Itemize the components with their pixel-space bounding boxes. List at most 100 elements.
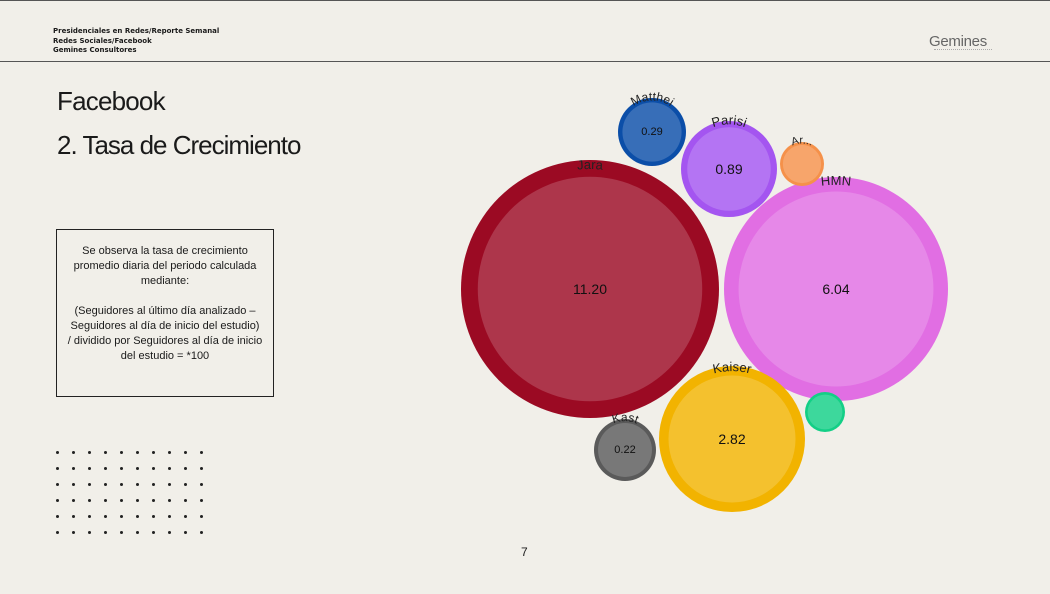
decorative-dot <box>152 483 155 486</box>
decorative-dot <box>120 483 123 486</box>
decorative-dot <box>104 531 107 534</box>
top-rule <box>0 0 1050 1</box>
decorative-dot <box>168 451 171 454</box>
decorative-dot <box>152 467 155 470</box>
note-divisor: / dividido por Seguidores al día de inic… <box>67 335 263 362</box>
decorative-dot <box>200 499 203 502</box>
decorative-dot <box>72 499 75 502</box>
page-title: Facebook <box>57 86 166 116</box>
bubble-inner-disc <box>598 423 652 477</box>
gemines-logo: Gemines <box>929 33 987 50</box>
decorative-dot <box>120 467 123 470</box>
bubble-inner-disc <box>687 127 771 211</box>
decorative-dot <box>136 467 139 470</box>
decorative-dot <box>168 499 171 502</box>
decorative-dot <box>56 451 59 454</box>
decorative-dot <box>184 483 187 486</box>
decorative-dot <box>136 499 139 502</box>
decorative-dot <box>88 467 91 470</box>
decorative-dot <box>168 531 171 534</box>
decorative-dot <box>104 515 107 518</box>
decorative-dot <box>88 483 91 486</box>
decorative-dot <box>168 515 171 518</box>
decorative-dot <box>152 531 155 534</box>
decorative-dot <box>88 515 91 518</box>
page-number: 7 <box>521 545 528 559</box>
decorative-dot <box>184 499 187 502</box>
decorative-dot <box>200 451 203 454</box>
decorative-dot <box>152 499 155 502</box>
header-line-network: Redes Sociales/Facebook <box>53 36 152 45</box>
bubble-hmn: 6.04 HMN <box>724 173 948 401</box>
bubble-series-label: Ar... <box>790 134 815 148</box>
bubble-value-label: 0.89 <box>715 161 742 177</box>
decorative-dot <box>200 467 203 470</box>
decorative-dot <box>200 515 203 518</box>
decorative-dot <box>200 483 203 486</box>
decorative-dot <box>104 483 107 486</box>
decorative-dot <box>104 451 107 454</box>
decorative-dot <box>168 483 171 486</box>
decorative-dot <box>56 499 59 502</box>
decorative-dot <box>72 531 75 534</box>
decorative-dot <box>120 515 123 518</box>
decorative-dot <box>104 499 107 502</box>
report-header: Presidenciales en Redes/Reporte Semanal … <box>53 27 219 56</box>
decorative-dot <box>72 515 75 518</box>
note-intro: Se observa la tasa de crecimiento promed… <box>73 245 257 287</box>
header-divider <box>0 61 1050 62</box>
decorative-dot <box>56 467 59 470</box>
decorative-dot <box>120 499 123 502</box>
header-line-company: Gemines Consultores <box>53 46 137 54</box>
header-line-report: Presidenciales en Redes/Reporte Semanal <box>53 27 220 35</box>
decorative-dot <box>184 451 187 454</box>
bubble-kast: 0.22 Kast <box>594 410 656 481</box>
bubble-inner-disc <box>782 144 822 184</box>
bubble-inner-disc <box>807 394 843 430</box>
decorative-dot <box>136 531 139 534</box>
bubble-series-label: HMN <box>820 173 852 189</box>
bubble-value-label: 0.29 <box>641 126 662 138</box>
bubble-value-label: 6.04 <box>822 281 849 297</box>
bubble-value-label: 0.22 <box>614 444 635 456</box>
decorative-dot <box>88 531 91 534</box>
decorative-dot <box>120 531 123 534</box>
bubble-inner-disc <box>668 375 796 503</box>
decorative-dot <box>136 451 139 454</box>
decorative-dot <box>72 451 75 454</box>
decorative-dot <box>56 531 59 534</box>
decorative-dot <box>72 467 75 470</box>
method-note: Se observa la tasa de crecimiento promed… <box>56 229 274 397</box>
bubble-unlabeled <box>805 392 845 432</box>
decorative-dot <box>184 467 187 470</box>
decorative-dot <box>168 467 171 470</box>
bubble-series-label: Kast <box>610 410 641 427</box>
logo-underline <box>934 49 992 51</box>
bubble-inner-disc <box>622 102 682 162</box>
decorative-dot <box>72 483 75 486</box>
decorative-dot <box>184 531 187 534</box>
bubble-value-label: 11.20 <box>573 281 607 297</box>
note-formula: (Seguidores al último día analizado – Se… <box>70 305 260 332</box>
decorative-dot <box>56 515 59 518</box>
bubble-inner-disc <box>477 176 703 402</box>
bubble-inner-disc <box>738 191 934 387</box>
page-subtitle: 2. Tasa de Crecimiento <box>57 130 301 160</box>
bubble-series-label: Jara <box>576 157 604 173</box>
decorative-dot <box>184 515 187 518</box>
decorative-dot <box>88 499 91 502</box>
bubble-ar: Ar... <box>780 134 824 186</box>
bubble-jara: 11.20 Jara <box>461 157 719 418</box>
decorative-dot <box>136 483 139 486</box>
decorative-dot <box>200 531 203 534</box>
bubble-value-label: 2.82 <box>718 431 745 447</box>
decorative-dot <box>104 467 107 470</box>
decorative-dot <box>88 451 91 454</box>
decorative-dot <box>152 515 155 518</box>
decorative-dot <box>56 483 59 486</box>
decorative-dot <box>120 451 123 454</box>
